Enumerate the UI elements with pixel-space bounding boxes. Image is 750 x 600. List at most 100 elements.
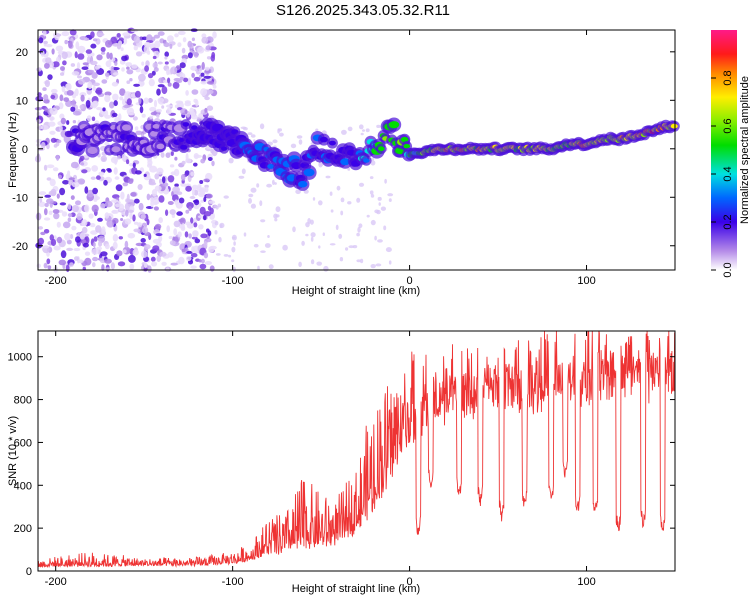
spectrogram-noise-blob xyxy=(94,65,101,70)
spectrogram-noise-blob xyxy=(64,39,68,45)
spectrogram-noise-blob xyxy=(100,155,108,162)
spectrogram-noise-blob xyxy=(52,167,59,172)
spectrogram-noise-blob xyxy=(81,169,88,174)
spectrogram-noise-blob xyxy=(191,246,195,253)
spectrogram-noise-blob xyxy=(75,41,80,50)
spectrogram-noise-blob xyxy=(90,43,97,49)
spectrogram-x-label: Height of straight line (km) xyxy=(292,285,420,297)
spectrogram-noise-blob xyxy=(174,33,179,38)
spectrogram-noise-blob xyxy=(161,261,167,266)
spectrogram-noise-blob xyxy=(336,185,341,191)
spectrogram-noise-blob xyxy=(71,71,80,76)
spectrogram-noise-blob xyxy=(305,222,310,228)
spectrogram-noise-blob xyxy=(238,175,245,179)
spectrogram-noise-blob xyxy=(156,167,164,175)
spectrogram-noise-blob xyxy=(374,235,377,241)
spectrogram-noise-blob xyxy=(243,127,248,131)
spectrogram-noise-blob xyxy=(250,187,257,193)
spectrogram-noise-blob xyxy=(62,221,71,229)
spectrogram-noise-blob xyxy=(352,245,358,249)
spectrogram-noise-blob xyxy=(121,153,127,161)
spectrogram-noise-blob xyxy=(44,208,48,216)
spectrogram-noise-blob xyxy=(157,31,165,36)
colorbar-tick-label: 0.8 xyxy=(722,70,734,85)
spectrogram-noise-blob xyxy=(42,87,47,91)
spectrogram-noise-blob xyxy=(173,228,178,236)
spectrogram-noise-blob xyxy=(155,233,163,237)
snr-y-tick-label: 200 xyxy=(14,523,32,535)
spectrogram-noise-blob xyxy=(46,198,54,204)
spectrogram-noise-blob xyxy=(318,161,323,168)
spectrogram-noise-blob xyxy=(134,126,139,131)
spectrogram-noise-blob xyxy=(142,226,149,234)
spectrogram-noise-blob xyxy=(121,55,128,62)
spectrogram-noise-blob xyxy=(177,231,182,238)
spectrogram-noise-blob xyxy=(208,200,216,204)
spectrogram-noise-blob xyxy=(49,107,58,116)
spectrogram-x-tick-label: 0 xyxy=(407,275,413,287)
spectrogram-noise-blob xyxy=(259,123,265,130)
spectrogram-noise-blob xyxy=(218,236,222,243)
snr-y-tick-label: 600 xyxy=(14,437,32,449)
spectrogram-noise-blob xyxy=(197,46,205,54)
spectrogram-noise-blob xyxy=(154,173,160,180)
spectrogram-noise-blob xyxy=(129,263,135,270)
colorbar-label: Normalized spectral amplitude xyxy=(739,76,750,224)
spectrogram-noise-blob xyxy=(77,53,85,60)
spectrogram-noise-blob xyxy=(212,31,217,39)
spectrogram-noise-blob xyxy=(200,80,207,85)
spectrogram-x-tick-label: -100 xyxy=(222,275,244,287)
spectrogram-noise-blob xyxy=(46,164,55,169)
spectrogram-noise-blob xyxy=(126,69,134,75)
spectrogram-noise-blob xyxy=(46,177,52,181)
spectrogram-noise-blob xyxy=(190,65,197,71)
spectrogram-noise-blob xyxy=(169,43,173,49)
spectrogram-noise-blob xyxy=(61,85,66,93)
spectrogram-noise-blob xyxy=(129,211,133,220)
spectrogram-noise-blob xyxy=(36,154,41,162)
spectrogram-noise-blob xyxy=(191,188,195,197)
spectrogram-noise-blob xyxy=(187,52,193,59)
spectrogram-noise-blob xyxy=(198,224,204,230)
spectrogram-noise-blob xyxy=(204,107,208,113)
spectrogram-noise-blob xyxy=(119,88,126,96)
spectrogram-noise-blob xyxy=(149,106,157,112)
spectrogram-noise-blob xyxy=(101,51,106,55)
spectrogram-noise-blob xyxy=(259,200,263,207)
spectrogram-noise-blob xyxy=(383,225,387,231)
spectrogram-noise-blob xyxy=(93,38,98,42)
spectrogram-noise-blob xyxy=(93,197,98,202)
spectrogram-y-ticks: -20 -10 0 10 20 xyxy=(12,47,675,253)
spectrogram-noise-blob xyxy=(65,264,70,273)
spectrogram-noise-blob xyxy=(126,193,130,202)
spectrogram-noise-blob xyxy=(356,197,361,203)
spectrogram-noise-blob xyxy=(167,82,172,87)
spectrogram-noise-blob xyxy=(178,256,185,265)
spectrogram-noise-blob xyxy=(167,35,174,43)
spectrogram-noise-blob xyxy=(76,212,83,221)
spectrogram-noise-blob xyxy=(138,202,144,211)
spectrogram-ridge-cell xyxy=(152,124,160,129)
spectrogram-noise-blob xyxy=(194,154,202,158)
spectrogram-noise-blob xyxy=(50,94,56,100)
spectrogram-noise-blob xyxy=(59,187,66,196)
spectrogram-x-tick-label: -200 xyxy=(45,275,67,287)
spectrogram-noise-blob xyxy=(80,162,85,166)
spectrogram-noise-blob xyxy=(248,193,254,198)
spectrogram-noise-blob xyxy=(198,202,202,207)
spectrogram-noise-blob xyxy=(171,58,176,64)
spectrogram-noise-blob xyxy=(80,94,85,102)
spectrogram-noise-blob xyxy=(164,51,169,57)
spectrogram-noise-blob xyxy=(89,223,96,228)
spectrogram-noise-blob xyxy=(152,55,157,60)
spectrogram-noise-blob xyxy=(203,241,208,248)
spectrogram-noise-blob xyxy=(98,171,105,176)
spectrogram-noise-blob xyxy=(193,205,200,210)
spectrogram-noise-blob xyxy=(70,161,79,169)
spectrogram-noise-blob xyxy=(158,195,165,203)
spectrogram-noise-blob xyxy=(204,96,210,101)
spectrogram-noise-blob xyxy=(91,165,99,172)
spectrogram-noise-blob xyxy=(96,54,103,61)
spectrogram-noise-blob xyxy=(161,105,165,109)
